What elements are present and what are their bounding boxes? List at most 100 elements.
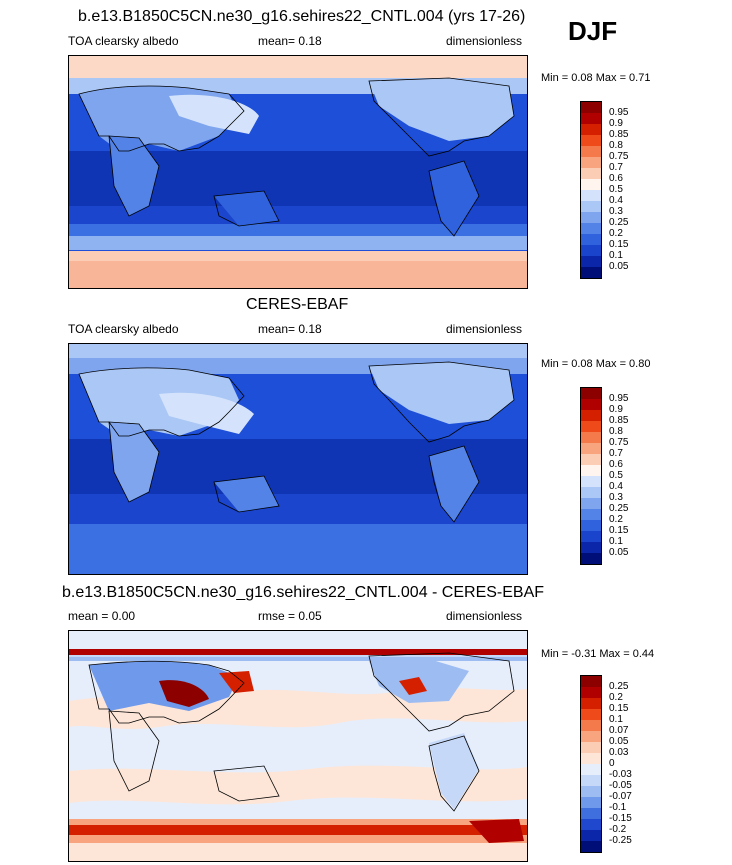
colorbar-label: 0.15 [609, 525, 629, 536]
colorbar-swatch [581, 102, 601, 113]
panel1-variable-label: TOA clearsky albedo [68, 34, 179, 48]
colorbar-swatch [581, 731, 601, 742]
colorbar-label: 0.3 [609, 206, 623, 217]
colorbar-swatch [581, 698, 601, 709]
colorbar-swatch [581, 542, 601, 553]
colorbar-swatch [581, 797, 601, 808]
panel1-minmax: Min = 0.08 Max = 0.71 [541, 72, 651, 84]
panel2-colorbar: 0.95 0.9 0.85 0.8 0.75 0.7 0.6 0.5 0.4 0… [580, 387, 628, 565]
colorbar-swatch [581, 531, 601, 542]
colorbar-swatch [581, 454, 601, 465]
colorbar-swatch [581, 676, 601, 687]
colorbar-label: 0.07 [609, 725, 629, 736]
colorbar-swatch [581, 498, 601, 509]
colorbar-label: -0.07 [609, 791, 632, 802]
panel2-map [68, 343, 528, 575]
panel3-map [68, 630, 528, 862]
colorbar-swatch [581, 168, 601, 179]
colorbar-swatch [581, 830, 601, 841]
colorbar-swatch [581, 179, 601, 190]
colorbar-label: 0 [609, 758, 615, 769]
colorbar-label: -0.25 [609, 835, 632, 846]
panel3-units-label: dimensionless [446, 609, 523, 623]
colorbar-swatch [581, 245, 601, 256]
colorbar-label: 0.25 [609, 217, 629, 228]
colorbar-label: -0.2 [609, 824, 627, 835]
colorbar-label: 0.8 [609, 140, 623, 151]
colorbar-label: 0.2 [609, 228, 623, 239]
colorbar-swatch [581, 234, 601, 245]
panel2-title: CERES-EBAF [246, 296, 349, 313]
colorbar-swatch [581, 487, 601, 498]
colorbar-label: 0.4 [609, 195, 623, 206]
colorbar-swatch [581, 201, 601, 212]
colorbar-swatch [581, 742, 601, 753]
panel2-variable-label: TOA clearsky albedo [68, 322, 179, 336]
colorbar-swatch [581, 399, 601, 410]
colorbar-label: 0.25 [609, 503, 629, 514]
colorbar-label: 0.3 [609, 492, 623, 503]
colorbar-label: 0.25 [609, 681, 629, 692]
colorbar-swatch [581, 157, 601, 168]
panel1-mean-label: mean= 0.18 [258, 34, 322, 48]
colorbar-swatch [581, 135, 601, 146]
colorbar-swatch [581, 819, 601, 830]
colorbar-label: 0.2 [609, 692, 623, 703]
colorbar-swatch [581, 808, 601, 819]
colorbar-swatch [581, 687, 601, 698]
colorbar-swatch [581, 841, 601, 852]
colorbar-label: 0.5 [609, 470, 623, 481]
colorbar-label: 0.05 [609, 261, 629, 272]
colorbar-swatch [581, 223, 601, 234]
colorbar-label: 0.7 [609, 448, 623, 459]
colorbar-label: 0.95 [609, 393, 629, 404]
colorbar-label: -0.03 [609, 769, 632, 780]
colorbar-swatch [581, 410, 601, 421]
colorbar-label: 0.15 [609, 239, 629, 250]
colorbar-swatch [581, 256, 601, 267]
colorbar-label: 0.8 [609, 426, 623, 437]
colorbar-label: 0.75 [609, 151, 629, 162]
colorbar-label: -0.15 [609, 813, 632, 824]
colorbar-label: 0.05 [609, 736, 629, 747]
colorbar-swatch [581, 421, 601, 432]
panel1-map [68, 55, 528, 289]
colorbar-label: 0.1 [609, 714, 623, 725]
colorbar-swatch [581, 465, 601, 476]
colorbar-label: 0.9 [609, 118, 623, 129]
colorbar-label: 0.15 [609, 703, 629, 714]
season-label: DJF [568, 16, 618, 46]
panel3-title: b.e13.B1850C5CN.ne30_g16.sehires22_CNTL.… [62, 584, 545, 601]
panel1-units-label: dimensionless [446, 34, 523, 48]
panel3-rmse-label: rmse = 0.05 [258, 609, 322, 623]
colorbar-swatch [581, 553, 601, 564]
panel1-title: b.e13.B1850C5CN.ne30_g16.sehires22_CNTL.… [78, 8, 526, 25]
colorbar-swatch [581, 753, 601, 764]
colorbar-label: 0.1 [609, 250, 623, 261]
colorbar-label: -0.05 [609, 780, 632, 791]
colorbar-label: 0.6 [609, 173, 623, 184]
panel2-units-label: dimensionless [446, 322, 523, 336]
colorbar-swatch [581, 190, 601, 201]
panel3-colorbar: 0.25 0.2 0.15 0.1 0.07 0.05 0.03 0 -0.03… [580, 675, 632, 853]
colorbar-swatch [581, 443, 601, 454]
colorbar-label: 0.95 [609, 107, 629, 118]
colorbar-label: 0.1 [609, 536, 623, 547]
colorbar-swatch [581, 509, 601, 520]
colorbar-label: 0.85 [609, 129, 629, 140]
colorbar-label: 0.6 [609, 459, 623, 470]
panel1-colorbar: 0.95 0.9 0.85 0.8 0.75 0.7 0.6 0.5 0.4 0… [580, 101, 628, 279]
colorbar-swatch [581, 432, 601, 443]
colorbar-label: 0.9 [609, 404, 623, 415]
colorbar-swatch [581, 476, 601, 487]
colorbar-swatch [581, 113, 601, 124]
colorbar-swatch [581, 124, 601, 135]
colorbar-label: 0.7 [609, 162, 623, 173]
colorbar-swatch [581, 267, 601, 278]
colorbar-label: 0.03 [609, 747, 629, 758]
colorbar-swatch [581, 520, 601, 531]
colorbar-swatch [581, 786, 601, 797]
colorbar-label: 0.75 [609, 437, 629, 448]
colorbar-swatch [581, 146, 601, 157]
colorbar-label: 0.5 [609, 184, 623, 195]
